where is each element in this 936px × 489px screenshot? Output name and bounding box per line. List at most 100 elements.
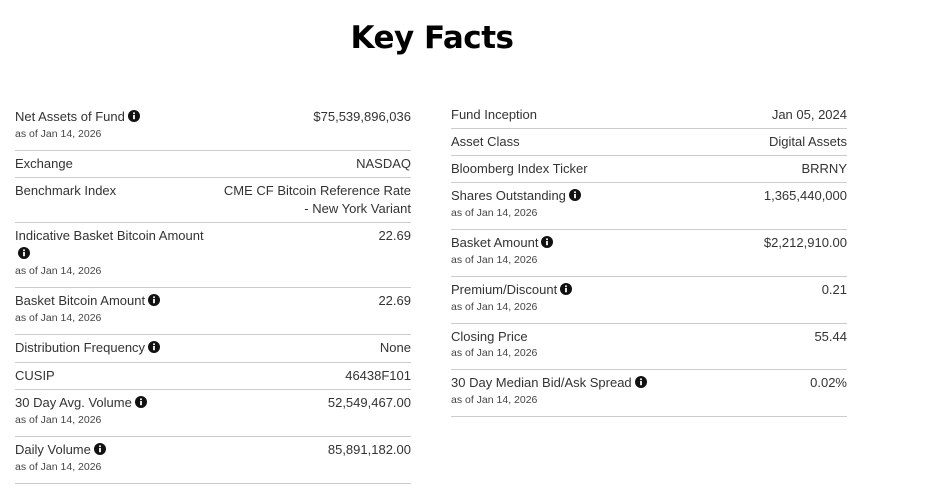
fact-label-wrap: Premium/Discount [451, 281, 573, 300]
fact-label: 30 Day Median Bid/Ask Spread [451, 375, 632, 390]
fact-label-wrap: CUSIP [15, 367, 55, 385]
info-glyph [134, 396, 147, 408]
fact-value: 22.69 [378, 293, 411, 308]
fact-row: 30 Day Avg. Volume as of Jan 14, 2026 52,5… [15, 390, 411, 437]
fact-label-wrap: Benchmark Index [15, 182, 116, 200]
fact-value: $2,212,910.00 [763, 235, 847, 250]
fact-value: 22.69 [378, 228, 411, 243]
fact-label: Basket Bitcoin Amount [15, 293, 146, 308]
as-of-date: as of Jan 14, 2026 [15, 265, 102, 277]
info-icon[interactable] [634, 375, 647, 393]
fact-label-wrap: Basket Amount [451, 234, 554, 253]
fact-value: None [379, 340, 411, 355]
fact-label-wrap: Net Assets of Fund [15, 108, 140, 127]
fact-row: Net Assets of Fund as of Jan 14, 2026 $75,… [15, 104, 411, 151]
fact-row: Basket Bitcoin Amount as of Jan 14, 2026 2… [15, 288, 411, 335]
fact-label-wrap: Fund Inception [451, 106, 537, 124]
fact-label-cell: Net Assets of Fund as of Jan 14, 2026 [15, 108, 140, 146]
as-of-date: as of Jan 14, 2026 [451, 207, 538, 219]
fact-value: 46438F101 [345, 368, 411, 383]
as-of-date: as of Jan 14, 2026 [15, 461, 102, 473]
as-of-date: as of Jan 14, 2026 [451, 347, 538, 359]
info-glyph [127, 110, 140, 122]
fact-row: Basket Amount as of Jan 14, 2026 $2,212,91… [451, 230, 847, 277]
info-glyph [18, 247, 30, 259]
fact-row: CUSIP 46438F101 [15, 363, 411, 390]
fact-label: Asset Class [451, 134, 520, 149]
fact-value: 85,891,182.00 [327, 442, 411, 457]
fact-row: 30 Day Median Bid/Ask Spread as of Jan 14… [451, 370, 847, 417]
fact-value: Jan 05, 2024 [771, 107, 847, 122]
fact-label-cell: Fund Inception [451, 106, 537, 124]
info-glyph [568, 189, 581, 201]
fact-label-cell: 30 Day Median Bid/Ask Spread as of Jan 14… [451, 374, 647, 412]
fact-label: Fund Inception [451, 107, 538, 122]
fact-label-wrap: Closing Price [451, 328, 537, 346]
fact-row: Daily Volume as of Jan 14, 2026 85,891,182… [15, 437, 411, 484]
fact-row: Distribution Frequency None [15, 335, 411, 363]
fact-label: Net Assets of Fund [15, 109, 125, 124]
fact-label: Bloomberg Index Ticker [451, 161, 588, 176]
fact-label-cell: Exchange [15, 155, 73, 173]
fact-label-cell: CUSIP [15, 367, 55, 385]
info-glyph [148, 341, 161, 353]
fact-label-wrap: Distribution Frequency [15, 339, 161, 358]
info-glyph [148, 294, 161, 306]
fact-value: BRRNY [801, 161, 847, 176]
info-icon[interactable] [148, 340, 161, 358]
info-icon[interactable] [148, 293, 161, 311]
fact-row: Indicative Basket Bitcoin Amount as of Ja… [15, 223, 411, 288]
left-column: Net Assets of Fund as of Jan 14, 2026 $75,… [15, 104, 411, 484]
right-column: Fund Inception Jan 05, 2024 Asset Class Dig… [451, 102, 847, 417]
info-glyph [93, 443, 106, 455]
fact-label-cell: Shares Outstanding as of Jan 14, 2026 [451, 187, 581, 225]
info-icon[interactable] [560, 282, 573, 300]
as-of-date: as of Jan 14, 2026 [15, 312, 102, 324]
fact-label-cell: Premium/Discount as of Jan 14, 2026 [451, 281, 573, 319]
fact-label: Indicative Basket Bitcoin Amount [15, 228, 204, 243]
fact-label-wrap: Indicative Basket Bitcoin Amount [15, 227, 215, 264]
info-icon[interactable] [541, 235, 554, 253]
fact-label-wrap: Shares Outstanding [451, 187, 581, 206]
as-of-date: as of Jan 14, 2026 [15, 414, 102, 426]
fact-label-cell: Asset Class [451, 133, 520, 151]
info-icon[interactable] [127, 109, 140, 127]
fact-label: Exchange [15, 156, 73, 171]
fact-label: Shares Outstanding [451, 188, 566, 203]
fact-label: Basket Amount [451, 235, 539, 250]
fact-row: Fund Inception Jan 05, 2024 [451, 102, 847, 129]
fact-value: 55.44 [814, 329, 847, 344]
fact-label-cell: Distribution Frequency [15, 339, 161, 358]
info-icon[interactable] [93, 442, 106, 460]
info-icon[interactable] [568, 188, 581, 206]
fact-label-wrap: Basket Bitcoin Amount [15, 292, 161, 311]
fact-label-wrap: Exchange [15, 155, 73, 173]
fact-label-cell: Indicative Basket Bitcoin Amount as of Ja… [15, 227, 215, 283]
fact-row: Exchange NASDAQ [15, 151, 411, 178]
as-of-date: as of Jan 14, 2026 [451, 254, 538, 266]
fact-label: Daily Volume [15, 442, 91, 457]
fact-label: Benchmark Index [15, 183, 117, 198]
as-of-date: as of Jan 14, 2026 [451, 301, 538, 313]
fact-value: Digital Assets [768, 134, 847, 149]
fact-label-wrap: Bloomberg Index Ticker [451, 160, 588, 178]
fact-label-cell: Daily Volume as of Jan 14, 2026 [15, 441, 106, 479]
fact-value: NASDAQ [356, 156, 411, 171]
info-icon[interactable] [134, 395, 147, 413]
fact-label-cell: Basket Bitcoin Amount as of Jan 14, 2026 [15, 292, 161, 330]
info-glyph [634, 376, 647, 388]
fact-label-wrap: 30 Day Median Bid/Ask Spread [451, 374, 647, 393]
fact-label-wrap: Asset Class [451, 133, 520, 151]
fact-value: 0.21 [821, 282, 847, 297]
info-glyph [541, 236, 554, 248]
fact-row: Benchmark Index CME CF Bitcoin Reference … [15, 178, 411, 223]
as-of-date: as of Jan 14, 2026 [451, 394, 538, 406]
fact-value: 0.02% [810, 375, 847, 390]
fact-label-cell: Closing Price as of Jan 14, 2026 [451, 328, 537, 365]
info-icon[interactable] [18, 246, 30, 264]
fact-row: Premium/Discount as of Jan 14, 2026 0.21 [451, 277, 847, 324]
as-of-date: as of Jan 14, 2026 [15, 128, 102, 140]
fact-label-cell: Benchmark Index [15, 182, 116, 218]
fact-label: 30 Day Avg. Volume [15, 395, 132, 410]
